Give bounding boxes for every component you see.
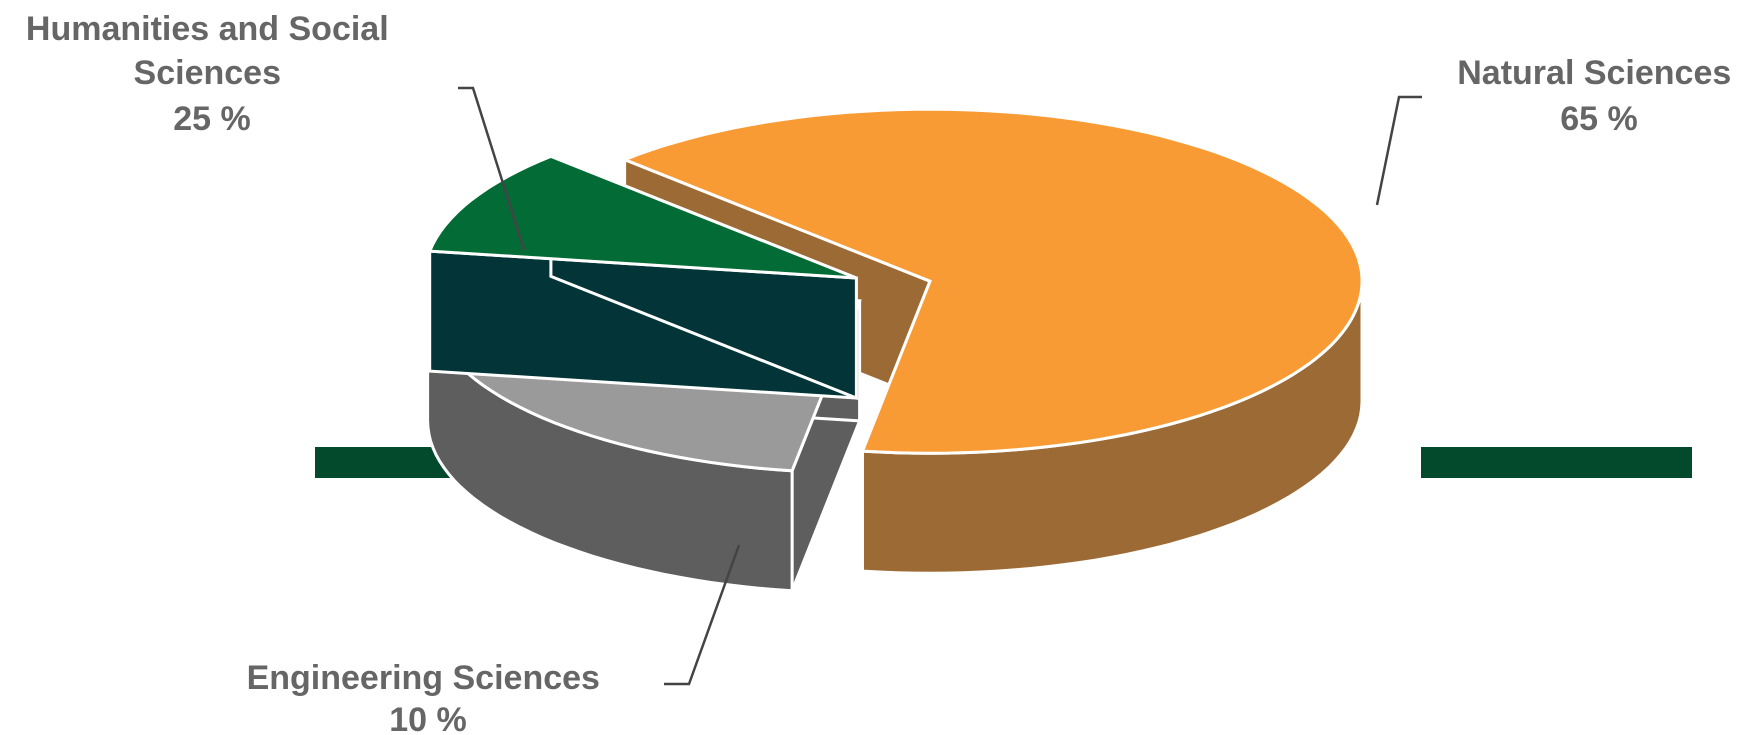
label-engineering-sciences: Engineering Sciences 10 % <box>247 659 610 735</box>
leader-line-engineering <box>664 544 741 686</box>
label-humanities-social-sciences: Humanities and Social Sciences 25 % <box>26 10 398 138</box>
leader-line-humanities <box>458 86 526 251</box>
natural-sciences-top <box>620 107 1364 455</box>
label-humanities-name-line1: Humanities and Social <box>26 10 389 48</box>
label-natural-sciences-name: Natural Sciences <box>1457 54 1731 92</box>
leader-line-natural-sciences <box>1375 95 1422 206</box>
engineering-top <box>427 154 857 280</box>
left-decor-bar <box>315 447 455 478</box>
label-humanities-name-line2: Sciences <box>134 54 281 92</box>
label-engineering-value: 10 % <box>389 701 467 735</box>
right-decor-bar <box>1421 447 1692 478</box>
label-humanities-value: 25 % <box>173 100 251 138</box>
label-engineering-name: Engineering Sciences <box>247 659 600 697</box>
slice-engineering-sciences <box>427 154 858 401</box>
label-natural-sciences-value: 65 % <box>1560 100 1638 138</box>
label-natural-sciences: Natural Sciences 65 % <box>1457 54 1740 138</box>
